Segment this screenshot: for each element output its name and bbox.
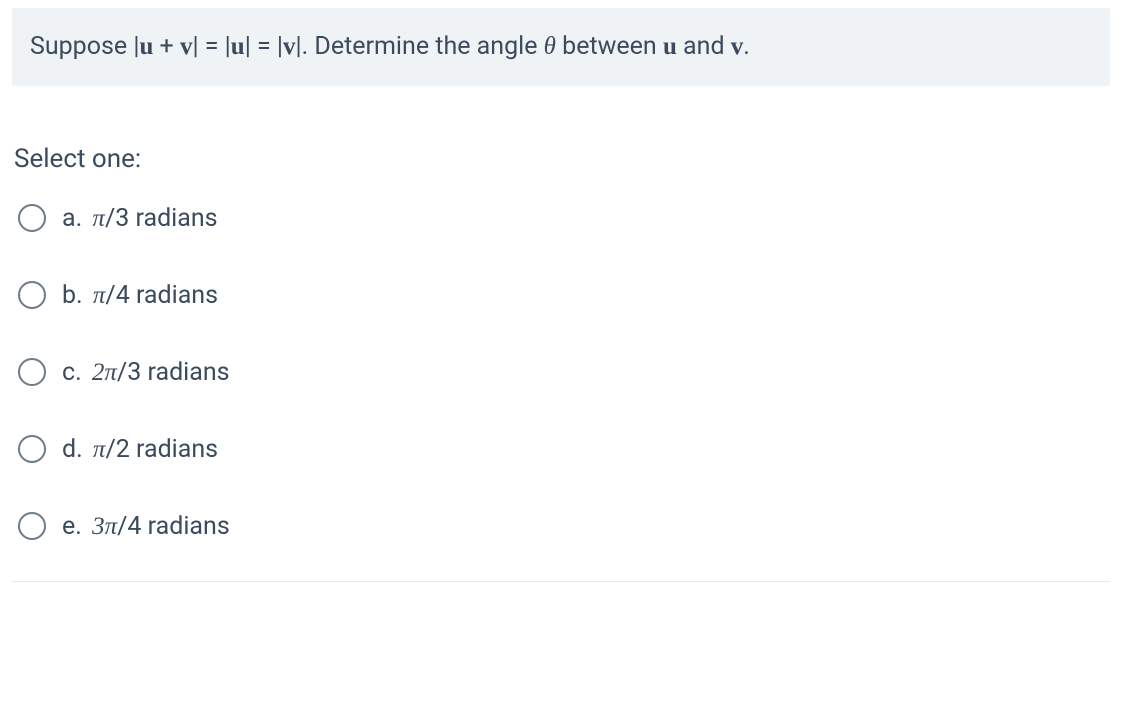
pi-term: π (93, 282, 106, 309)
option-rest: /3 radians (105, 204, 218, 233)
option-rest: /3 radians (117, 358, 230, 387)
radio-icon[interactable] (18, 358, 46, 386)
option-letter: e. (62, 512, 82, 541)
pi-term: π (93, 436, 106, 463)
option-rest: /4 radians (117, 512, 230, 541)
divider (12, 581, 1110, 582)
question-post1: between (556, 32, 663, 61)
option-letter: c. (62, 358, 82, 387)
question-post2: . (743, 32, 750, 61)
q-u1: u (139, 33, 153, 60)
option-letter: b. (62, 281, 83, 310)
option-e-label: e. 3π/4 radians (62, 512, 230, 541)
option-a[interactable]: a. π/3 radians (18, 204, 1110, 233)
q-v1: v (180, 33, 193, 60)
option-e[interactable]: e. 3π/4 radians (18, 512, 1110, 541)
q-bar-eq2: | = | (245, 32, 283, 61)
option-c[interactable]: c. 2π/3 radians (18, 358, 1110, 387)
q-u2: u (231, 33, 245, 60)
q-bar-eq1: | = | (192, 32, 230, 61)
pi-term: 3π (92, 513, 117, 540)
question-and: and (677, 32, 731, 61)
question-text-pre: Suppose (30, 32, 133, 61)
option-rest: /2 radians (105, 435, 218, 464)
radio-icon[interactable] (18, 435, 46, 463)
q-v-final: v (731, 33, 744, 60)
select-one-prompt: Select one: (14, 144, 1110, 174)
option-b-label: b. π/4 radians (62, 281, 218, 310)
radio-icon[interactable] (18, 281, 46, 309)
radio-icon[interactable] (18, 512, 46, 540)
option-letter: a. (62, 204, 82, 233)
q-plus: + (153, 32, 180, 61)
quiz-question: Suppose |u + v| = |u| = |v|. Determine t… (0, 8, 1122, 582)
q-v2: v (283, 33, 296, 60)
question-mid: . Determine the angle (302, 32, 544, 61)
options-list: a. π/3 radians b. π/4 radians c. 2π/3 ra… (12, 204, 1110, 541)
pi-term: π (92, 205, 105, 232)
question-stem: Suppose |u + v| = |u| = |v|. Determine t… (12, 8, 1110, 86)
option-c-label: c. 2π/3 radians (62, 358, 230, 387)
option-rest: /4 radians (105, 281, 218, 310)
theta: θ (544, 33, 556, 60)
option-b[interactable]: b. π/4 radians (18, 281, 1110, 310)
option-d-label: d. π/2 radians (62, 435, 218, 464)
radio-icon[interactable] (18, 204, 46, 232)
q-u-final: u (663, 33, 677, 60)
option-letter: d. (62, 435, 83, 464)
option-a-label: a. π/3 radians (62, 204, 218, 233)
pi-term: 2π (92, 359, 117, 386)
option-d[interactable]: d. π/2 radians (18, 435, 1110, 464)
